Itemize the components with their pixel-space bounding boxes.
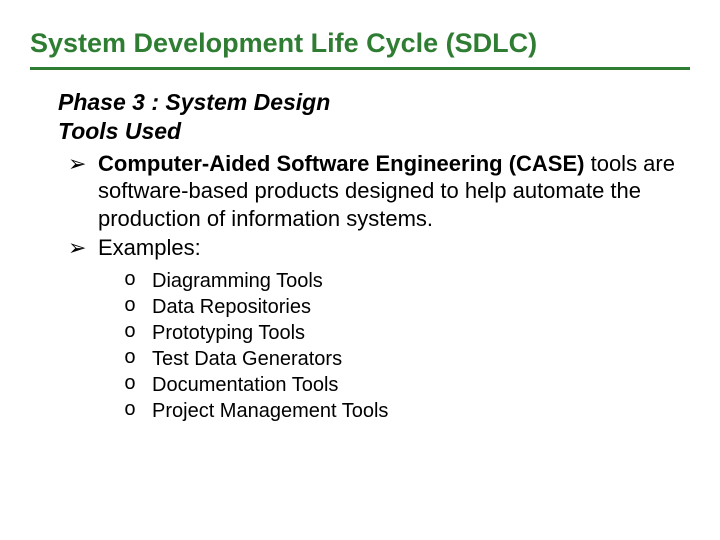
- sub-text: Data Repositories: [152, 294, 311, 320]
- sub-item: o Prototyping Tools: [124, 320, 690, 346]
- bullet-text: Computer-Aided Software Engineering (CAS…: [98, 150, 690, 233]
- sub-marker-icon: o: [124, 398, 152, 424]
- sub-marker-icon: o: [124, 320, 152, 346]
- sub-item: o Test Data Generators: [124, 346, 690, 372]
- bullet-list: ➢ Computer-Aided Software Engineering (C…: [58, 150, 690, 424]
- slide-title: System Development Life Cycle (SDLC): [30, 28, 690, 70]
- sub-item: o Data Repositories: [124, 294, 690, 320]
- bullet-item: ➢ Computer-Aided Software Engineering (C…: [68, 150, 690, 233]
- sub-item: o Diagramming Tools: [124, 268, 690, 294]
- bullet-marker-icon: ➢: [68, 150, 98, 178]
- sub-text: Diagramming Tools: [152, 268, 323, 294]
- sub-text: Project Management Tools: [152, 398, 388, 424]
- sub-text: Documentation Tools: [152, 372, 338, 398]
- bullet-bold-lead: Computer-Aided Software Engineering (CAS…: [98, 151, 584, 176]
- bullet-item: ➢ Examples:: [68, 234, 690, 262]
- sub-list: o Diagramming Tools o Data Repositories …: [68, 268, 690, 424]
- sub-text: Prototyping Tools: [152, 320, 305, 346]
- sub-item: o Project Management Tools: [124, 398, 690, 424]
- sub-marker-icon: o: [124, 268, 152, 294]
- bullet-rest: Examples:: [98, 235, 201, 260]
- content-area: Phase 3 : System Design Tools Used ➢ Com…: [30, 88, 690, 424]
- sub-item: o Documentation Tools: [124, 372, 690, 398]
- sub-text: Test Data Generators: [152, 346, 342, 372]
- bullet-marker-icon: ➢: [68, 234, 98, 262]
- sub-marker-icon: o: [124, 346, 152, 372]
- sub-marker-icon: o: [124, 294, 152, 320]
- phase-heading: Phase 3 : System Design: [58, 88, 690, 117]
- tools-used-heading: Tools Used: [58, 117, 690, 146]
- bullet-text: Examples:: [98, 234, 690, 262]
- sub-marker-icon: o: [124, 372, 152, 398]
